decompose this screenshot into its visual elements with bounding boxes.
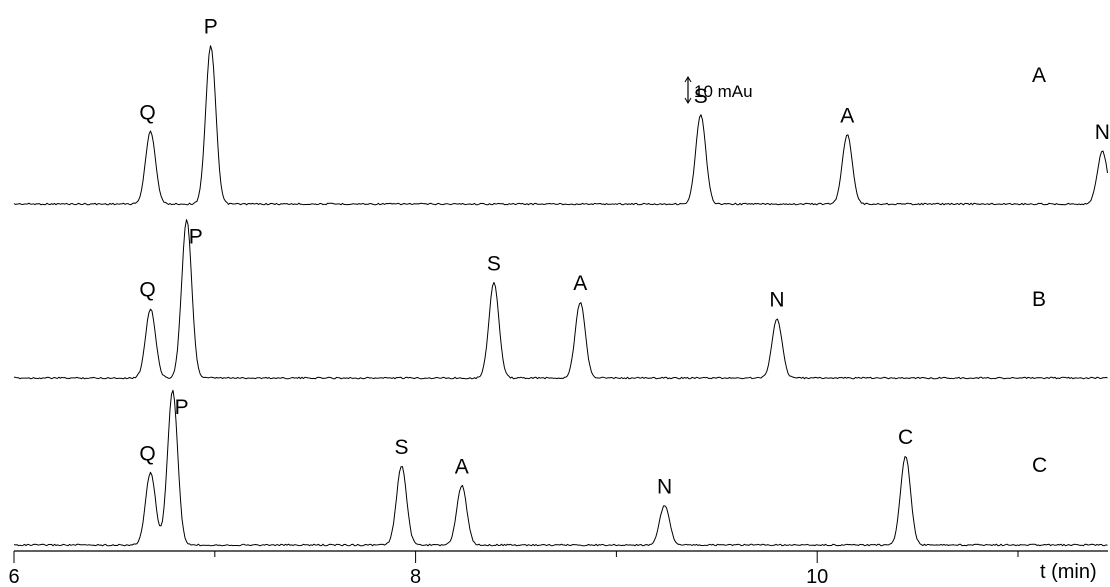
peak-label-a-p: P [204,16,218,39]
peak-label-a-a: A [840,105,854,128]
peak-label-c-a: A [455,456,469,479]
scale-bar-arrow-top [684,76,692,83]
peak-label-c-n: N [657,475,672,498]
trace-name-c: C [1032,454,1047,477]
trace-name-a: A [1032,64,1046,87]
peak-label-b-q: Q [139,279,155,302]
trace-c [13,389,1108,547]
scale-bar: 10 mAu [684,76,753,104]
trace-b [13,219,1108,380]
peak-label-b-s: S [487,252,501,275]
peak-label-b-p: P [189,226,203,249]
x-tick-label: 8 [410,566,421,587]
x-tick-label: 10 [806,566,828,587]
trace-name-b: B [1032,288,1046,311]
traces-group [13,45,1108,547]
peak-label-b-a: A [573,272,587,295]
peak-label-c-p: P [175,396,189,419]
peak-label-a-n: N [1095,121,1110,144]
trace-names-group: A B C [1032,64,1047,477]
peak-label-c-q: Q [139,442,155,465]
x-axis: 6810121416 [8,550,1108,587]
peak-label-c-s: S [394,436,408,459]
scale-bar-arrow-bottom [684,97,692,104]
peak-label-a-q: Q [139,101,155,124]
peak-label-b-n: N [769,289,784,312]
x-tick-label: 6 [8,566,19,587]
scale-bar-label: 10 mAu [694,82,753,101]
peak-label-a-s: S [694,85,708,108]
peak-label-c-c: C [898,426,913,449]
peak-labels-group: QPSANCQPSANCQPSANC [139,16,1110,499]
x-axis-label: t (min) [1040,561,1097,583]
trace-a [13,45,1108,206]
